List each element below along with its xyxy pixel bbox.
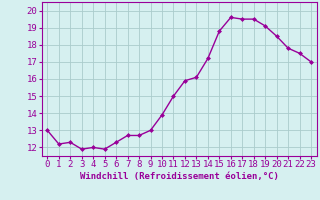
X-axis label: Windchill (Refroidissement éolien,°C): Windchill (Refroidissement éolien,°C) (80, 172, 279, 181)
